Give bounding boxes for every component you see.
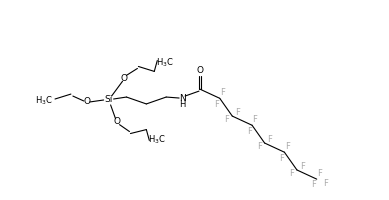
Text: O: O	[120, 74, 127, 83]
Text: O: O	[83, 97, 90, 106]
Text: O: O	[113, 117, 120, 126]
Text: F: F	[235, 108, 240, 117]
Text: Si: Si	[104, 96, 113, 104]
Text: H: H	[179, 100, 185, 109]
Text: F: F	[317, 169, 322, 178]
Text: F: F	[247, 127, 252, 136]
Text: F: F	[224, 115, 230, 124]
Text: F: F	[279, 154, 284, 163]
Text: F: F	[215, 100, 219, 109]
Text: H$_3$C: H$_3$C	[35, 95, 53, 107]
Text: F: F	[300, 162, 305, 171]
Text: F: F	[257, 142, 262, 151]
Text: F: F	[220, 88, 225, 97]
Text: F: F	[252, 115, 257, 124]
Text: F: F	[323, 179, 328, 188]
Text: N: N	[179, 94, 186, 103]
Text: F: F	[285, 142, 289, 151]
Text: H$_3$C: H$_3$C	[156, 56, 174, 69]
Text: F: F	[312, 180, 316, 189]
Text: O: O	[196, 66, 203, 75]
Text: F: F	[289, 169, 294, 178]
Text: F: F	[268, 135, 272, 144]
Text: H$_3$C: H$_3$C	[148, 133, 166, 146]
